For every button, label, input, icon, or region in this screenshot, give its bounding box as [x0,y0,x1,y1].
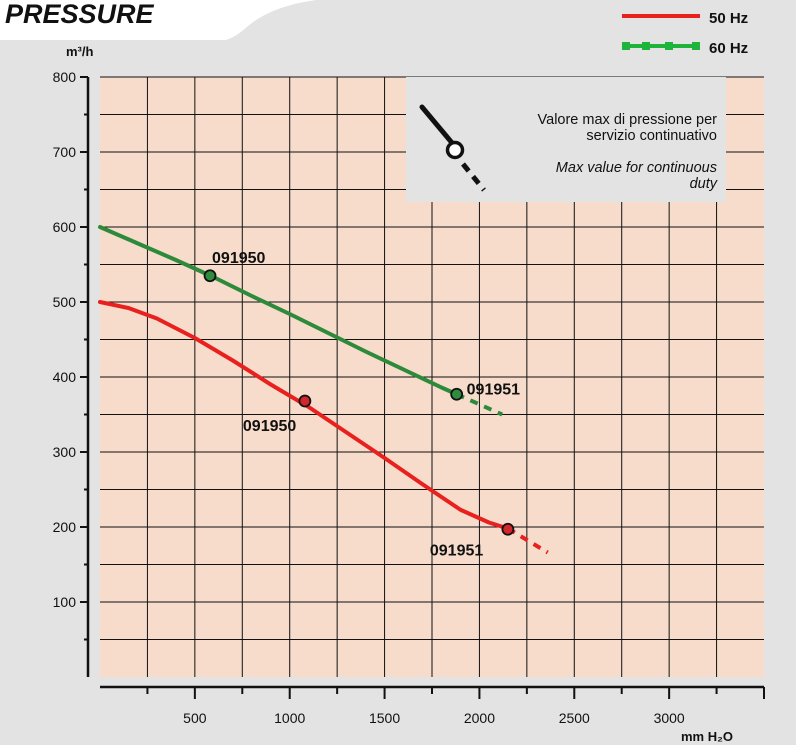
note-line-2-en: duty [690,176,718,192]
x-tick-label: 1500 [369,710,400,726]
y-tick-label: 800 [53,69,77,85]
data-point-label: 091950 [243,418,296,435]
note-line-1-it: Valore max di pressione per [538,112,718,128]
legend-60hz-marker [692,42,700,50]
x-tick-label: 2000 [464,710,495,726]
max-pressure-marker-icon-circle [448,143,463,158]
data-point-label: 091951 [430,542,483,559]
chart-title: PRESSURE [5,0,155,29]
legend-60hz-marker [642,42,650,50]
y-tick-label: 300 [53,444,77,460]
data-point [451,389,462,400]
x-tick-label: 3000 [654,710,685,726]
legend: 50 Hz 60 Hz [622,10,748,57]
y-tick-label: 100 [53,594,77,610]
data-point [299,396,310,407]
legend-60hz-label: 60 Hz [709,40,748,57]
y-tick-label: 200 [53,519,77,535]
y-axis-label: m³/h [66,44,94,59]
y-tick-label: 700 [53,144,77,160]
x-tick-label: 2500 [559,710,590,726]
y-tick-label: 400 [53,369,77,385]
data-point [205,270,216,281]
y-tick-label: 600 [53,219,77,235]
data-point-label: 091951 [467,381,520,398]
x-tick-label: 500 [183,710,207,726]
data-point-label: 091950 [212,250,265,267]
data-point [502,524,513,535]
legend-60hz-marker [665,42,673,50]
note-box: Valore max di pressione per servizio con… [406,77,726,202]
legend-60hz-marker [622,42,630,50]
x-tick-label: 1000 [274,710,305,726]
note-line-2-it: servizio continuativo [586,128,717,144]
y-tick-label: 500 [53,294,77,310]
x-axis-label: mm H₂O [681,729,733,744]
note-line-1-en: Max value for continuous [556,160,717,176]
legend-50hz-label: 50 Hz [709,10,748,27]
